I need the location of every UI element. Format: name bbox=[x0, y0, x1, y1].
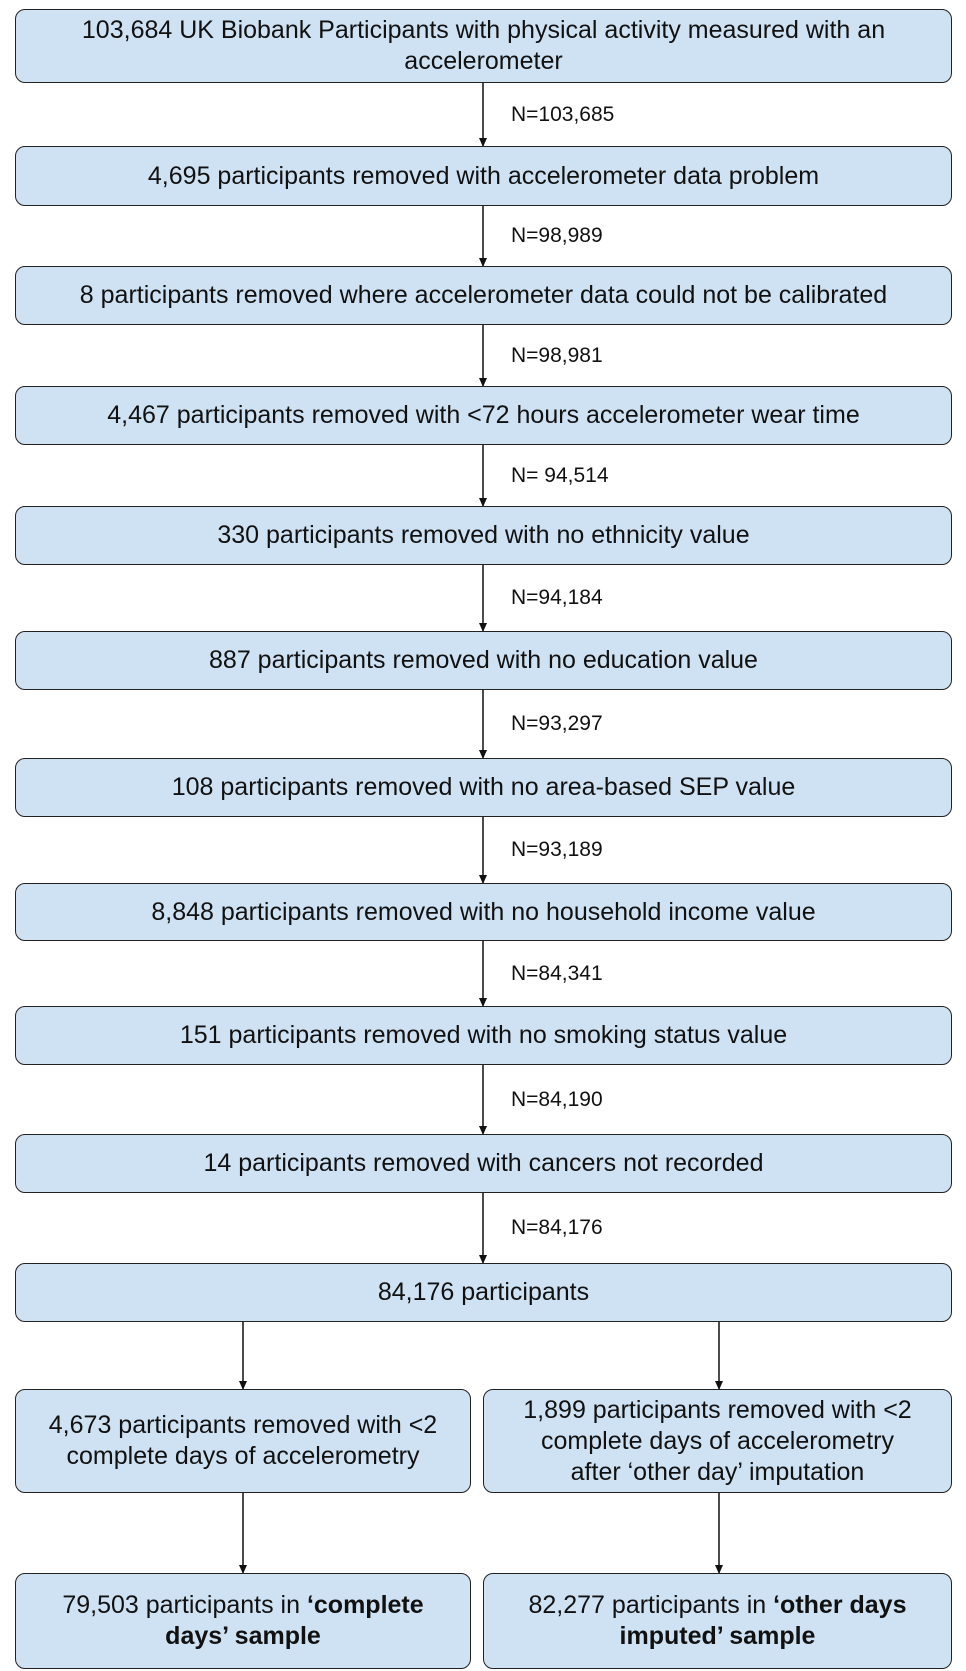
removed-box: 1,899 participants removed with <2 compl… bbox=[483, 1389, 952, 1493]
step-box: 84,176 participants bbox=[15, 1263, 952, 1322]
count-label: N=93,189 bbox=[511, 838, 603, 861]
final-sample: ‘complete days’ sample bbox=[165, 1591, 424, 1650]
count-label: N=84,176 bbox=[511, 1216, 603, 1239]
count-label: N= 94,514 bbox=[511, 463, 609, 487]
count-label: N=98,989 bbox=[511, 224, 603, 247]
count-label: N=103,685 bbox=[511, 102, 615, 126]
final-box: 82,277 participants in ‘other days imput… bbox=[483, 1573, 952, 1669]
final-box: 79,503 participants in ‘complete days’ s… bbox=[15, 1573, 471, 1669]
step-box: 14 participants removed with cancers not… bbox=[15, 1134, 952, 1193]
step-box: 4,695 participants removed with accelero… bbox=[15, 146, 952, 206]
final-sample: ‘other days imputed’ sample bbox=[619, 1591, 907, 1650]
step-box: 4,467 participants removed with <72 hour… bbox=[15, 386, 952, 445]
removed-box: 4,673 participants removed with <2 compl… bbox=[15, 1389, 471, 1493]
step-box: 330 participants removed with no ethnici… bbox=[15, 506, 952, 565]
count-label: N=98,981 bbox=[511, 343, 603, 367]
step-box: 8,848 participants removed with no house… bbox=[15, 883, 952, 941]
final-count: 79,503 participants in bbox=[62, 1591, 307, 1619]
count-label: N=94,184 bbox=[511, 586, 603, 609]
count-label: N=84,341 bbox=[511, 961, 603, 985]
count-label: N=93,297 bbox=[511, 712, 603, 735]
step-box: 8 participants removed where acceleromet… bbox=[15, 266, 952, 325]
step-box: 103,684 UK Biobank Participants with phy… bbox=[15, 9, 952, 83]
step-box: 108 participants removed with no area-ba… bbox=[15, 758, 952, 817]
final-text: 82,277 participants in ‘other days imput… bbox=[514, 1590, 921, 1652]
step-box: 151 participants removed with no smoking… bbox=[15, 1006, 952, 1065]
step-box: 887 participants removed with no educati… bbox=[15, 631, 952, 690]
count-label: N=84,190 bbox=[511, 1087, 603, 1111]
final-count: 82,277 participants in bbox=[528, 1591, 774, 1619]
final-text: 79,503 participants in ‘complete days’ s… bbox=[46, 1590, 440, 1652]
